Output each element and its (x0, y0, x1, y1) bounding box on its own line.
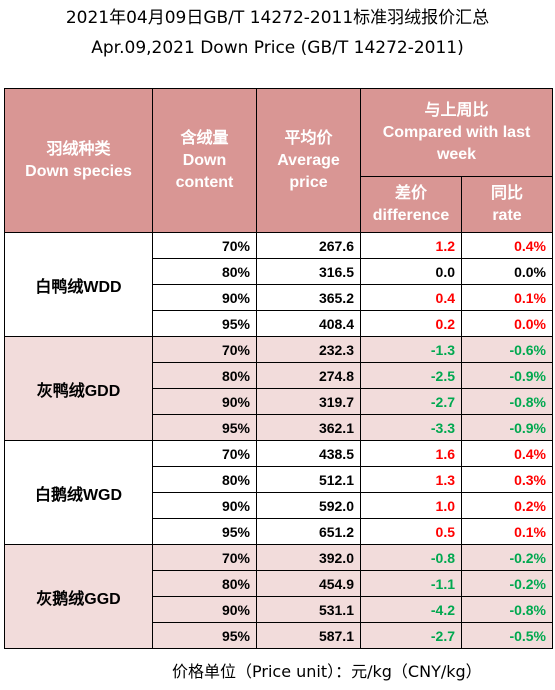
down-content-cell: 80% (152, 362, 257, 389)
down-content-cell: 95% (152, 622, 257, 649)
rate-cell: -0.8% (460, 388, 554, 415)
difference-cell: -2.7 (360, 622, 462, 649)
table-row: 灰鸭绒GDD 70% 232.3 -1.3 -0.6% (4, 336, 554, 441)
table-body: 白鸭绒WDD 70% 267.6 1.2 0.4% 80% 316.5 0.0 0.0% 90% 3… (4, 232, 554, 649)
down-content-cell: 90% (152, 596, 257, 623)
difference-cell: 1.3 (360, 466, 462, 493)
average-price-cell: 438.5 (256, 440, 361, 467)
rate-cell: 0.4% (460, 440, 554, 467)
table-row: 白鹅绒WGD 70% 438.5 1.6 0.4% (4, 440, 554, 545)
difference-cell: -1.1 (360, 570, 462, 597)
difference-cell: -0.8 (360, 544, 462, 571)
rate-cell: -0.9% (460, 414, 554, 441)
title-english: Apr.09,2021 Down Price (GB/T 14272-2011) (91, 38, 464, 58)
average-price-cell: 319.7 (256, 388, 361, 415)
header-down-content: 含绒量 Down content (152, 88, 257, 233)
title-chinese: 2021年04月09日GB/T 14272-2011标准羽绒报价汇总 (65, 8, 490, 28)
difference-cell: -3.3 (360, 414, 462, 441)
down-content-cell: 70% (152, 232, 257, 259)
down-content-cell: 80% (152, 466, 257, 493)
average-price-cell: 587.1 (256, 622, 361, 649)
down-content-cell: 70% (152, 336, 257, 363)
table-row: 白鸭绒WDD 70% 267.6 1.2 0.4% (4, 232, 554, 337)
average-price-cell: 365.2 (256, 284, 361, 311)
species-cell: 白鸭绒WDD (4, 232, 153, 337)
down-content-cell: 90% (152, 492, 257, 519)
table-row: 95% 587.1 -2.7 -0.5% (5, 622, 554, 649)
table-row: 95% 651.2 0.5 0.1% (5, 518, 554, 545)
header-compared-last-week: 与上周比 Compared with last week (359, 88, 554, 177)
rate-cell: -0.6% (460, 336, 554, 363)
difference-cell: 1.2 (360, 232, 462, 259)
average-price-cell: 454.9 (256, 570, 361, 597)
average-price-cell: 531.1 (256, 596, 361, 623)
rate-cell: 0.1% (460, 284, 554, 311)
down-price-table: 羽绒种类 Down species 含绒量 Down content 平均价 A… (4, 88, 554, 649)
table-row: 80% 274.8 -2.5 -0.9% (5, 362, 554, 389)
rate-cell: 0.2% (460, 492, 554, 519)
difference-cell: 1.0 (360, 492, 462, 519)
table-row: 80% 316.5 0.0 0.0% (5, 258, 554, 285)
rate-cell: 0.3% (460, 466, 554, 493)
average-price-cell: 267.6 (256, 232, 361, 259)
difference-cell: -1.3 (360, 336, 462, 363)
header-average-price: 平均价 Average price (256, 88, 361, 233)
average-price-cell: 274.8 (256, 362, 361, 389)
header-species: 羽绒种类 Down species (4, 88, 153, 233)
down-content-cell: 90% (152, 284, 257, 311)
header-rate: 同比 rate (460, 176, 554, 233)
rate-cell: 0.1% (460, 518, 554, 545)
species-cell: 灰鸭绒GDD (4, 336, 153, 441)
table-row: 90% 365.2 0.4 0.1% (5, 284, 554, 311)
average-price-cell: 316.5 (256, 258, 361, 285)
down-content-cell: 80% (152, 258, 257, 285)
difference-cell: 1.6 (360, 440, 462, 467)
header-difference: 差价 difference (360, 176, 462, 233)
average-price-cell: 408.4 (256, 310, 361, 337)
difference-cell: 0.5 (360, 518, 462, 545)
down-content-cell: 70% (152, 544, 257, 571)
table-row: 90% 319.7 -2.7 -0.8% (5, 388, 554, 415)
table-row: 80% 454.9 -1.1 -0.2% (5, 570, 554, 597)
down-content-cell: 70% (152, 440, 257, 467)
average-price-cell: 392.0 (256, 544, 361, 571)
difference-cell: 0.0 (360, 258, 462, 285)
price-unit-note: 价格单位（Price unit）：元/kg（CNY/kg） (172, 662, 482, 681)
down-content-cell: 90% (152, 388, 257, 415)
down-content-cell: 95% (152, 310, 257, 337)
difference-cell: -4.2 (360, 596, 462, 623)
species-cell: 白鹅绒WGD (4, 440, 153, 545)
table-row: 95% 362.1 -3.3 -0.9% (5, 414, 554, 441)
down-content-cell: 95% (152, 414, 257, 441)
average-price-cell: 512.1 (256, 466, 361, 493)
down-content-cell: 80% (152, 570, 257, 597)
average-price-cell: 232.3 (256, 336, 361, 363)
average-price-cell: 651.2 (256, 518, 361, 545)
difference-cell: 0.2 (360, 310, 462, 337)
rate-cell: 0.0% (460, 258, 554, 285)
difference-cell: 0.4 (360, 284, 462, 311)
table-row: 灰鹅绒GGD 70% 392.0 -0.8 -0.2% (4, 544, 554, 649)
rate-cell: 0.4% (460, 232, 554, 259)
rate-cell: -0.5% (460, 622, 554, 649)
down-content-cell: 95% (152, 518, 257, 545)
species-cell: 灰鹅绒GGD (4, 544, 153, 649)
rate-cell: -0.2% (460, 570, 554, 597)
rate-cell: 0.0% (460, 310, 554, 337)
table-row: 95% 408.4 0.2 0.0% (5, 310, 554, 337)
rate-cell: -0.9% (460, 362, 554, 389)
difference-cell: -2.5 (360, 362, 462, 389)
rate-cell: -0.8% (460, 596, 554, 623)
average-price-cell: 592.0 (256, 492, 361, 519)
rate-cell: -0.2% (460, 544, 554, 571)
difference-cell: -2.7 (360, 388, 462, 415)
average-price-cell: 362.1 (256, 414, 361, 441)
